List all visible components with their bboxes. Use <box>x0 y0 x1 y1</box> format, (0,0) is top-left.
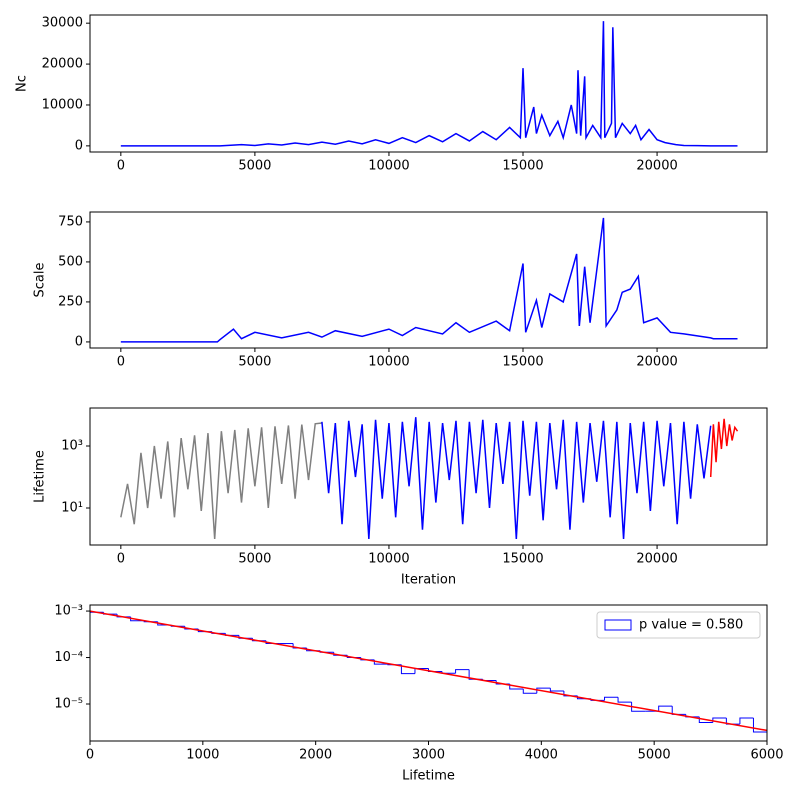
x-tick-label: 0 <box>117 552 125 567</box>
histogram-step <box>739 717 754 725</box>
legend-label: p value = 0.580 <box>639 618 743 633</box>
x-tick-label: 5000 <box>638 748 671 763</box>
histogram-step <box>631 702 646 712</box>
x-tick-label: 5000 <box>238 355 271 370</box>
legend-swatch <box>604 619 632 631</box>
x-tick-label: 0 <box>117 159 125 174</box>
plot-area <box>90 610 767 741</box>
x-axis-label: Iteration <box>401 573 456 588</box>
histogram-step <box>549 688 564 692</box>
plot-area <box>120 417 739 540</box>
histogram-step <box>671 706 686 715</box>
x-tick-label: 20000 <box>636 159 677 174</box>
data-line <box>120 21 738 147</box>
x-tick-label: 15000 <box>502 159 543 174</box>
axes-frame <box>89 604 768 742</box>
y-tick-label: 10⁻⁵ <box>54 697 83 712</box>
x-tick-label: 20000 <box>636 355 677 370</box>
x-tick-label: 2000 <box>299 748 332 763</box>
histogram-step <box>455 669 470 674</box>
histogram-step <box>90 611 104 741</box>
x-tick-label: 6000 <box>750 748 783 763</box>
y-tick-label: 0 <box>75 138 83 153</box>
fit-line <box>90 610 767 732</box>
histogram-step <box>428 668 443 673</box>
y-tick-label: 20000 <box>42 57 83 72</box>
x-tick-label: 3000 <box>412 748 445 763</box>
y-tick-label: 500 <box>58 254 83 269</box>
histogram-step <box>617 697 632 703</box>
y-tick-label: 10000 <box>42 97 83 112</box>
y-tick-label: 750 <box>58 214 83 229</box>
y-tick-label: 10⁻⁴ <box>54 650 83 665</box>
x-tick-label: 20000 <box>636 552 677 567</box>
axes: 0 5000 10000 15000 20000 10¹ 10³ Lifetime Iterat… <box>33 407 768 588</box>
histogram-step <box>536 687 551 694</box>
data-line <box>120 422 323 540</box>
axes: 0 5000 10000 15000 20000 0 10000 20000 30000 Nc <box>15 14 768 174</box>
x-tick-label: 10000 <box>368 552 409 567</box>
plot-area <box>120 217 738 343</box>
y-tick-label: 30000 <box>42 16 83 31</box>
y-tick-label: 250 <box>58 294 83 309</box>
histogram-step <box>658 705 673 712</box>
data-line <box>321 417 712 540</box>
y-axis-label: Scale <box>33 263 48 298</box>
histogram-step <box>400 664 415 675</box>
y-tick-label: 10³ <box>61 438 83 453</box>
data-line <box>709 418 739 478</box>
axes: 0 5000 10000 15000 20000 0 250 500 750 Scale <box>33 211 768 370</box>
legend-box <box>596 611 761 639</box>
plot-area <box>120 21 738 147</box>
y-tick-label: 10¹ <box>61 500 83 515</box>
y-tick-label: 10⁻³ <box>54 604 83 619</box>
axes-frame <box>89 211 768 349</box>
y-tick-label: 0 <box>75 334 83 349</box>
x-tick-label: 15000 <box>502 355 543 370</box>
x-tick-label: 10000 <box>368 355 409 370</box>
x-tick-label: 0 <box>86 748 94 763</box>
histogram-step <box>752 718 767 741</box>
histogram-step <box>725 718 740 725</box>
x-tick-label: 1000 <box>186 748 219 763</box>
x-axis-label: Lifetime <box>402 769 455 784</box>
y-axis-label: Lifetime <box>33 450 48 503</box>
x-tick-label: 5000 <box>238 159 271 174</box>
axes: 0 1000 2000 3000 4000 5000 6000 10⁻⁵ 10⁻⁴ 10⁻³ Lif… <box>54 604 783 784</box>
x-tick-label: 5000 <box>238 552 271 567</box>
data-line <box>120 217 738 343</box>
y-axis-label: Nc <box>15 75 30 92</box>
histogram-step <box>522 689 537 694</box>
x-tick-label: 10000 <box>368 159 409 174</box>
x-tick-label: 15000 <box>502 552 543 567</box>
axes-frame <box>89 407 768 546</box>
x-tick-label: 4000 <box>525 748 558 763</box>
x-tick-label: 0 <box>117 355 125 370</box>
histogram-step <box>604 696 619 701</box>
axes-frame <box>89 14 768 153</box>
